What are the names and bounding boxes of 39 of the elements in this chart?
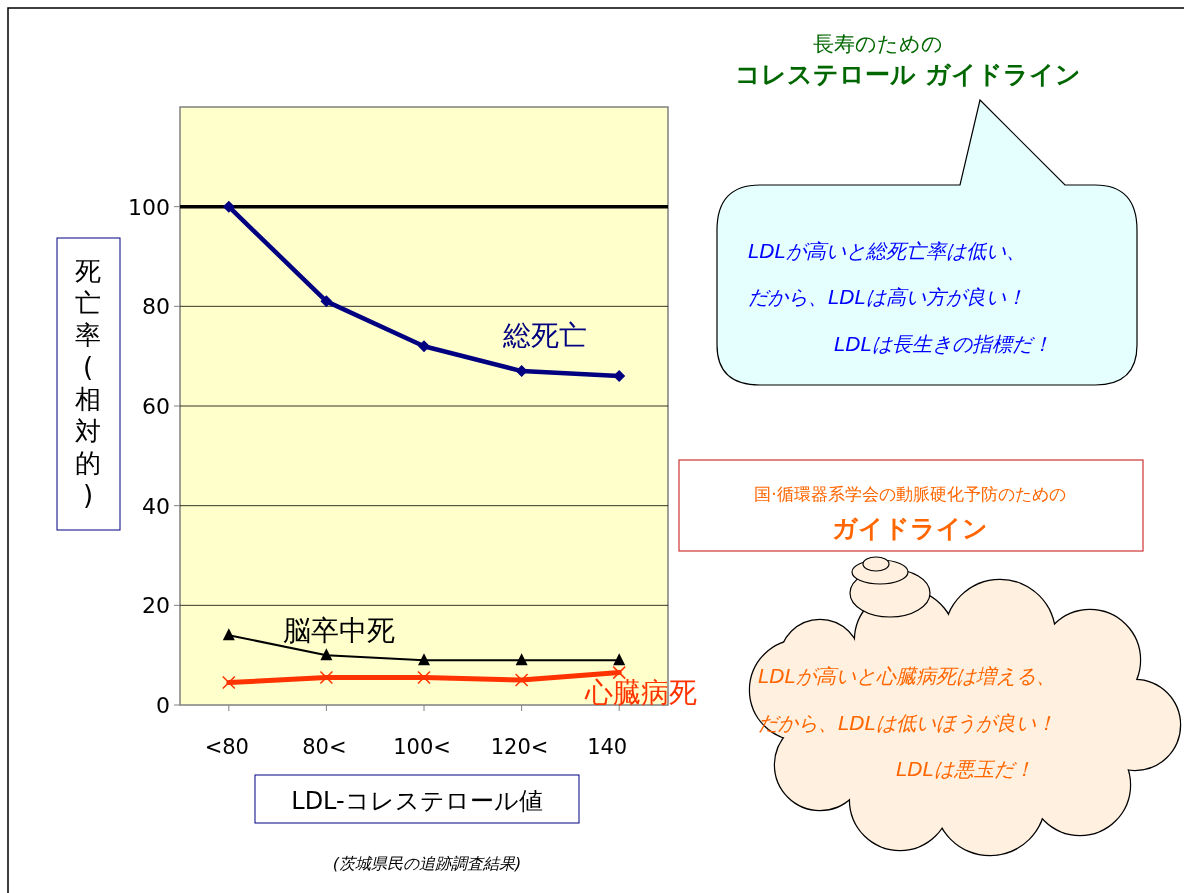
text: (茨城県民の追跡調査結果) <box>332 854 522 873</box>
point <box>319 670 334 685</box>
x-tick-label: 80< <box>302 735 347 759</box>
point <box>222 200 235 213</box>
point <box>613 653 626 666</box>
text: LDLが高いと総死亡率は低い、 <box>748 239 1026 263</box>
text: コレステロール ガイドライン <box>735 60 1081 89</box>
text: ガイドライン <box>832 514 988 543</box>
x-tick-label: 120< <box>490 735 549 759</box>
x-tick-label: <80 <box>204 735 249 759</box>
text: だから、LDLは高い方が良い！ <box>748 285 1026 309</box>
y-tick-label: 80 <box>142 294 170 320</box>
point <box>612 665 626 680</box>
y-axis-title: 死亡率(相対的) <box>75 256 101 510</box>
text: LDLが高いと心臓病死は増える、 <box>758 664 1056 688</box>
y-tick-label: 20 <box>142 593 170 619</box>
point <box>515 653 528 666</box>
point <box>514 673 529 687</box>
y-tick-label: 60 <box>142 394 170 419</box>
point <box>418 340 430 353</box>
text: LDLは悪玉だ！ <box>896 757 1034 781</box>
series-label: 脳卒中死 <box>283 614 395 647</box>
series-label: 総死亡 <box>502 319 587 352</box>
text: 国·循環器系学会の動脈硬化予防のための <box>754 484 1066 504</box>
y-tick-label: 40 <box>142 493 170 519</box>
text: LDLは長生きの指標だ！ <box>834 332 1052 356</box>
y-tick-label: 100 <box>128 194 170 220</box>
point <box>418 653 430 666</box>
point <box>222 628 235 641</box>
point <box>320 648 333 661</box>
series-label: 心臓病死 <box>584 676 697 709</box>
point <box>417 670 431 685</box>
y-tick-label: 0 <box>156 693 170 718</box>
x-axis-title: LDL-コレステロール値 <box>291 787 543 815</box>
x-tick-label: 100< <box>393 735 451 759</box>
point <box>320 295 333 308</box>
text: 長寿のための <box>813 32 943 56</box>
x-tick-label: 140 <box>587 735 628 759</box>
point <box>222 675 236 690</box>
